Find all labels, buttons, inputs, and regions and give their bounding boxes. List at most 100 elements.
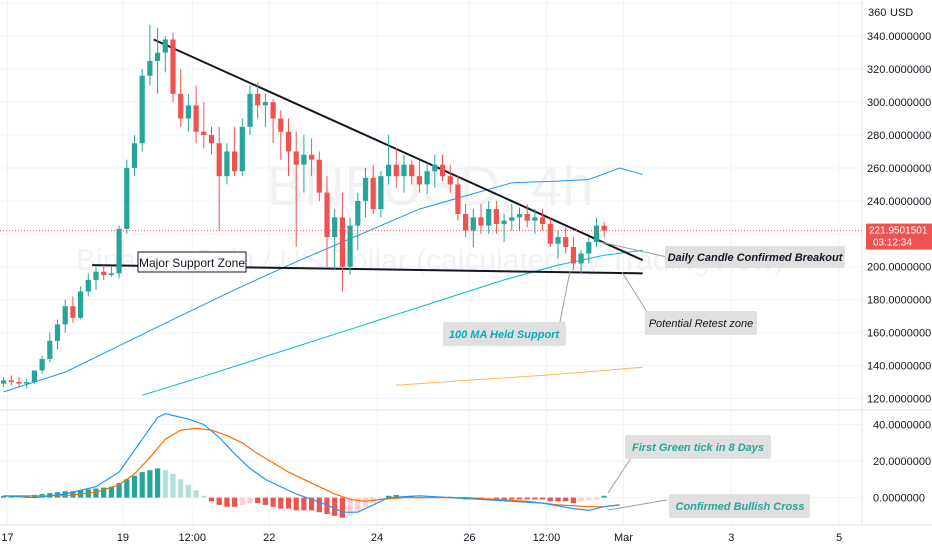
macd-histogram-bar [563, 497, 569, 502]
candle-body [70, 306, 76, 318]
callout-pointer [599, 241, 668, 258]
candle-body [393, 164, 399, 177]
candle-body [401, 164, 407, 177]
x-tick-label: 19 [117, 532, 129, 544]
candle-body [416, 176, 422, 185]
callout-major-support: Major Support Zone [139, 256, 245, 270]
callout-box [137, 251, 247, 273]
candle-body [601, 225, 607, 231]
candle-body [24, 382, 30, 384]
candle-body [201, 131, 207, 136]
candle-body [39, 358, 45, 371]
candle-body [324, 192, 330, 238]
macd-histogram-bar [555, 497, 561, 502]
currency-label: USD [890, 7, 913, 19]
candle-body [355, 200, 361, 226]
moving-average-line-1 [3, 167, 643, 393]
candle-body [386, 164, 392, 177]
candle-body [124, 167, 130, 229]
x-tick-label: 24 [371, 532, 383, 544]
candle-body [155, 52, 161, 61]
candle-body [570, 246, 576, 264]
candle-body [301, 154, 307, 165]
candle-body [147, 60, 153, 76]
candle-body [478, 217, 484, 226]
macd-histogram-bar [293, 497, 299, 511]
macd-histogram-bar [532, 497, 538, 500]
macd-histogram-bar [162, 470, 168, 498]
candle-body [486, 209, 492, 226]
callout-bull-cross: Confirmed Bullish Cross [676, 501, 805, 513]
callout-pointer [607, 454, 634, 494]
candle-body [432, 164, 438, 172]
y-tick-label: 320.0000000 [867, 64, 931, 76]
candle-body [470, 217, 476, 231]
last-price-tag: 221.9501501 03:12:34 [866, 223, 932, 250]
candle-body [62, 306, 68, 325]
macd-histogram-bar [224, 497, 230, 507]
candle-body [185, 105, 191, 119]
candle-body [540, 217, 546, 224]
y-tick-label: 360 [868, 7, 886, 19]
candle-body [293, 151, 299, 165]
macd-tick-label: 20.0000000 [873, 456, 931, 468]
candle-body [578, 253, 584, 264]
macd-histogram-bar [208, 497, 215, 502]
macd-histogram-bar [493, 497, 499, 500]
candle-body [424, 171, 430, 185]
x-tick-label: 26 [463, 532, 475, 544]
macd-histogram-bar [501, 497, 507, 500]
macd-line [3, 413, 620, 513]
candle-body [131, 143, 138, 168]
candle-body [208, 135, 215, 144]
candle-body [455, 184, 461, 215]
callout-green-tick: First Green tick in 8 Days [632, 442, 764, 454]
macd-histogram-bar [147, 470, 153, 498]
macd-histogram-bar [393, 494, 399, 498]
candle-body [332, 217, 338, 238]
macd-histogram-bar [593, 497, 600, 500]
macd-histogram-bar [131, 475, 138, 498]
candle-body [509, 217, 515, 221]
callout-box [665, 246, 845, 268]
candle-body [347, 225, 353, 267]
macd-histogram-bar [309, 497, 315, 511]
x-tick-label: 22 [263, 532, 275, 544]
macd-histogram-bar [116, 483, 122, 498]
candle-body [85, 279, 91, 292]
candle-body [309, 154, 315, 160]
macd-tick-label: 40.0000000 [873, 420, 931, 432]
macd-histogram-bar [486, 497, 492, 499]
macd-histogram-bar [339, 497, 345, 518]
macd-histogram-bar [347, 497, 353, 516]
macd-histogram-bar [239, 497, 245, 505]
x-tick-label: 12:00 [178, 532, 206, 544]
macd-histogram-bar [1, 495, 7, 498]
macd-histogram-bar [170, 473, 176, 498]
macd-pane [1, 413, 620, 518]
macd-histogram-bar [101, 487, 107, 498]
candle-body [78, 291, 84, 318]
candle-body [501, 220, 507, 224]
candle-body [586, 242, 592, 254]
candle-body [532, 217, 538, 221]
candle-body [362, 177, 369, 201]
moving-average-line-3 [396, 366, 643, 386]
candle-body [563, 237, 569, 247]
macd-histogram-bar [278, 497, 284, 509]
candle-body [278, 118, 284, 132]
candle-body [224, 151, 230, 177]
y-tick-label: 200.0000000 [867, 262, 931, 274]
callout-pointer [621, 271, 648, 313]
macd-histogram-bar [255, 497, 261, 504]
macd-histogram-bar [578, 497, 584, 502]
macd-histogram-bar [247, 497, 253, 504]
macd-histogram-bar [355, 497, 361, 513]
callout-box [443, 322, 566, 346]
candle-body [555, 237, 561, 244]
macd-histogram-bar [201, 495, 207, 498]
y-tick-label: 140.0000000 [867, 361, 931, 373]
candle-body [8, 380, 14, 383]
candle-body [285, 131, 292, 152]
